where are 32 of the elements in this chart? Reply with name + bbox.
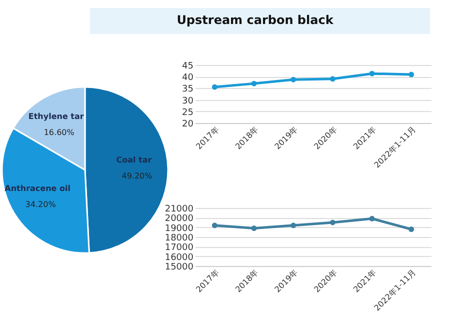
y-tick-label: 15000 — [164, 262, 194, 272]
point — [251, 226, 257, 232]
y-tick-label: 35 — [182, 84, 194, 95]
y-tick-label: 45 — [182, 62, 194, 72]
point — [290, 222, 296, 228]
data-label: 49.20% — [122, 172, 153, 181]
y-tick-label: 18000 — [164, 234, 194, 244]
point — [369, 70, 375, 76]
point — [408, 72, 414, 78]
chart-title: Upstream carbon black — [176, 13, 334, 27]
y-tick-label: 16000 — [164, 252, 194, 263]
y-tick-label: 20 — [182, 120, 194, 130]
y-tick-label: 25 — [182, 108, 194, 118]
point — [212, 84, 218, 90]
point — [212, 222, 218, 228]
point — [330, 76, 336, 82]
y-tick-label: 19000 — [164, 224, 194, 234]
point — [408, 226, 414, 232]
point — [290, 76, 296, 82]
y-tick-label: 20000 — [164, 214, 194, 224]
slice-label: Coal tar — [116, 156, 152, 165]
data-label: 34.20% — [25, 200, 56, 210]
y-tick-label: 30 — [182, 96, 194, 106]
point — [330, 220, 336, 226]
point — [369, 216, 375, 222]
slice-label: Anthracene oil — [4, 184, 71, 194]
y-tick-label: 21000 — [164, 204, 194, 214]
y-tick-label: 17000 — [164, 243, 194, 254]
slice-label: Ethylene tar — [28, 112, 84, 121]
y-tick-label: 40 — [182, 73, 194, 84]
data-label: 16.60% — [44, 128, 75, 137]
point — [251, 80, 257, 86]
